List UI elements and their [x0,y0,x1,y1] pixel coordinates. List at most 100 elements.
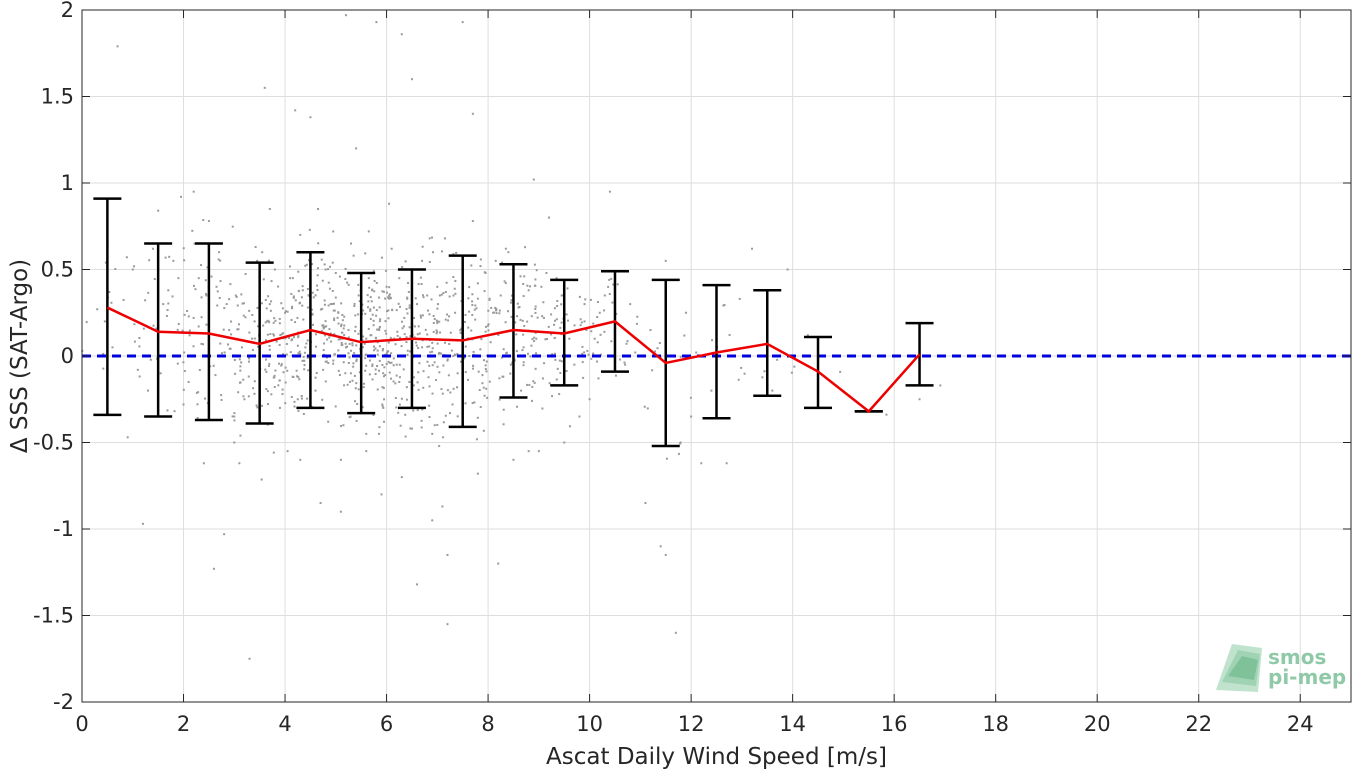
scatter-point [529,355,532,358]
scatter-point [553,323,556,326]
scatter-point [395,363,398,366]
scatter-point [273,386,276,389]
scatter-point [573,324,576,327]
scatter-point [391,309,394,312]
scatter-point [410,78,413,81]
scatter-point [390,361,393,364]
scatter-point [351,342,354,345]
scatter-point [603,309,606,312]
scatter-point [378,306,381,309]
scatter-point [336,316,339,319]
scatter-point [361,406,364,409]
scatter-point [439,331,442,334]
scatter-point [212,364,215,367]
scatter-point [651,369,654,372]
scatter-point [305,342,308,345]
scatter-point [354,400,357,403]
scatter-point [504,282,507,285]
scatter-point [216,290,219,293]
scatter-point [559,326,562,329]
scatter-point [452,253,455,256]
scatter-point [547,325,550,328]
scatter-point [166,409,169,412]
scatter-point [378,325,381,328]
scatter-point [378,296,381,299]
scatter-point [527,450,530,453]
x-tick-label: 20 [1084,712,1111,736]
scatter-point [560,294,563,297]
scatter-point [485,370,488,373]
scatter-point [509,301,512,304]
scatter-point [449,412,452,415]
scatter-point [214,374,217,377]
scatter-point [273,374,276,377]
scatter-point [463,357,466,360]
scatter-point [418,362,421,365]
scatter-point [266,390,269,393]
scatter-point [449,331,452,334]
scatter-point [344,346,347,349]
scatter-point [385,332,388,335]
scatter-point [448,342,451,345]
scatter-point [467,297,470,300]
scatter-point [479,406,482,409]
scatter-point [350,242,353,245]
scatter-point [316,284,319,287]
scatter-point [323,299,326,302]
scatter-point [636,315,639,318]
scatter-point [416,583,419,586]
scatter-point [183,259,186,262]
scatter-point [592,322,595,325]
scatter-point [300,397,303,400]
scatter-point [312,296,315,299]
scatter-point [654,350,657,353]
scatter-point [619,358,622,361]
scatter-point [197,391,200,394]
scatter-point [340,302,343,305]
scatter-point [532,178,535,181]
scatter-point [380,256,383,259]
scatter-point [264,321,267,324]
scatter-point [476,297,479,300]
scatter-point [273,268,276,271]
scatter-point [309,116,312,119]
scatter-point [332,309,335,312]
scatter-point [267,259,270,262]
scatter-point [426,360,429,363]
scatter-point [303,368,306,371]
scatter-point [443,341,446,344]
scatter-point [157,209,160,212]
scatter-point [365,450,368,453]
scatter-point [202,219,205,222]
scatter-point [444,318,447,321]
scatter-point [406,312,409,315]
scatter-point [260,478,263,481]
scatter-point [679,442,682,445]
scatter-point [541,315,544,318]
scatter-point [152,324,155,327]
scatter-point [292,295,295,298]
scatter-point [475,438,478,441]
scatter-point [270,300,273,303]
scatter-point [177,277,180,280]
scatter-point [470,264,473,267]
scatter-point [280,333,283,336]
x-tick-label: 14 [779,712,806,736]
scatter-point [536,316,539,319]
scatter-point [381,403,384,406]
scatter-point [264,298,267,301]
scatter-point [299,458,302,461]
scatter-point [635,322,638,325]
scatter-point [509,363,512,366]
scatter-point [489,341,492,344]
scatter-point [266,333,269,336]
logo-text-pimep: pi-mep [1268,665,1346,689]
scatter-point [367,277,370,280]
scatter-point [440,293,443,296]
scatter-point [387,317,390,320]
scatter-point [292,375,295,378]
y-tick-label: 1 [61,171,74,195]
scatter-point [133,340,136,343]
scatter-point [240,346,243,349]
scatter-point [321,279,324,282]
